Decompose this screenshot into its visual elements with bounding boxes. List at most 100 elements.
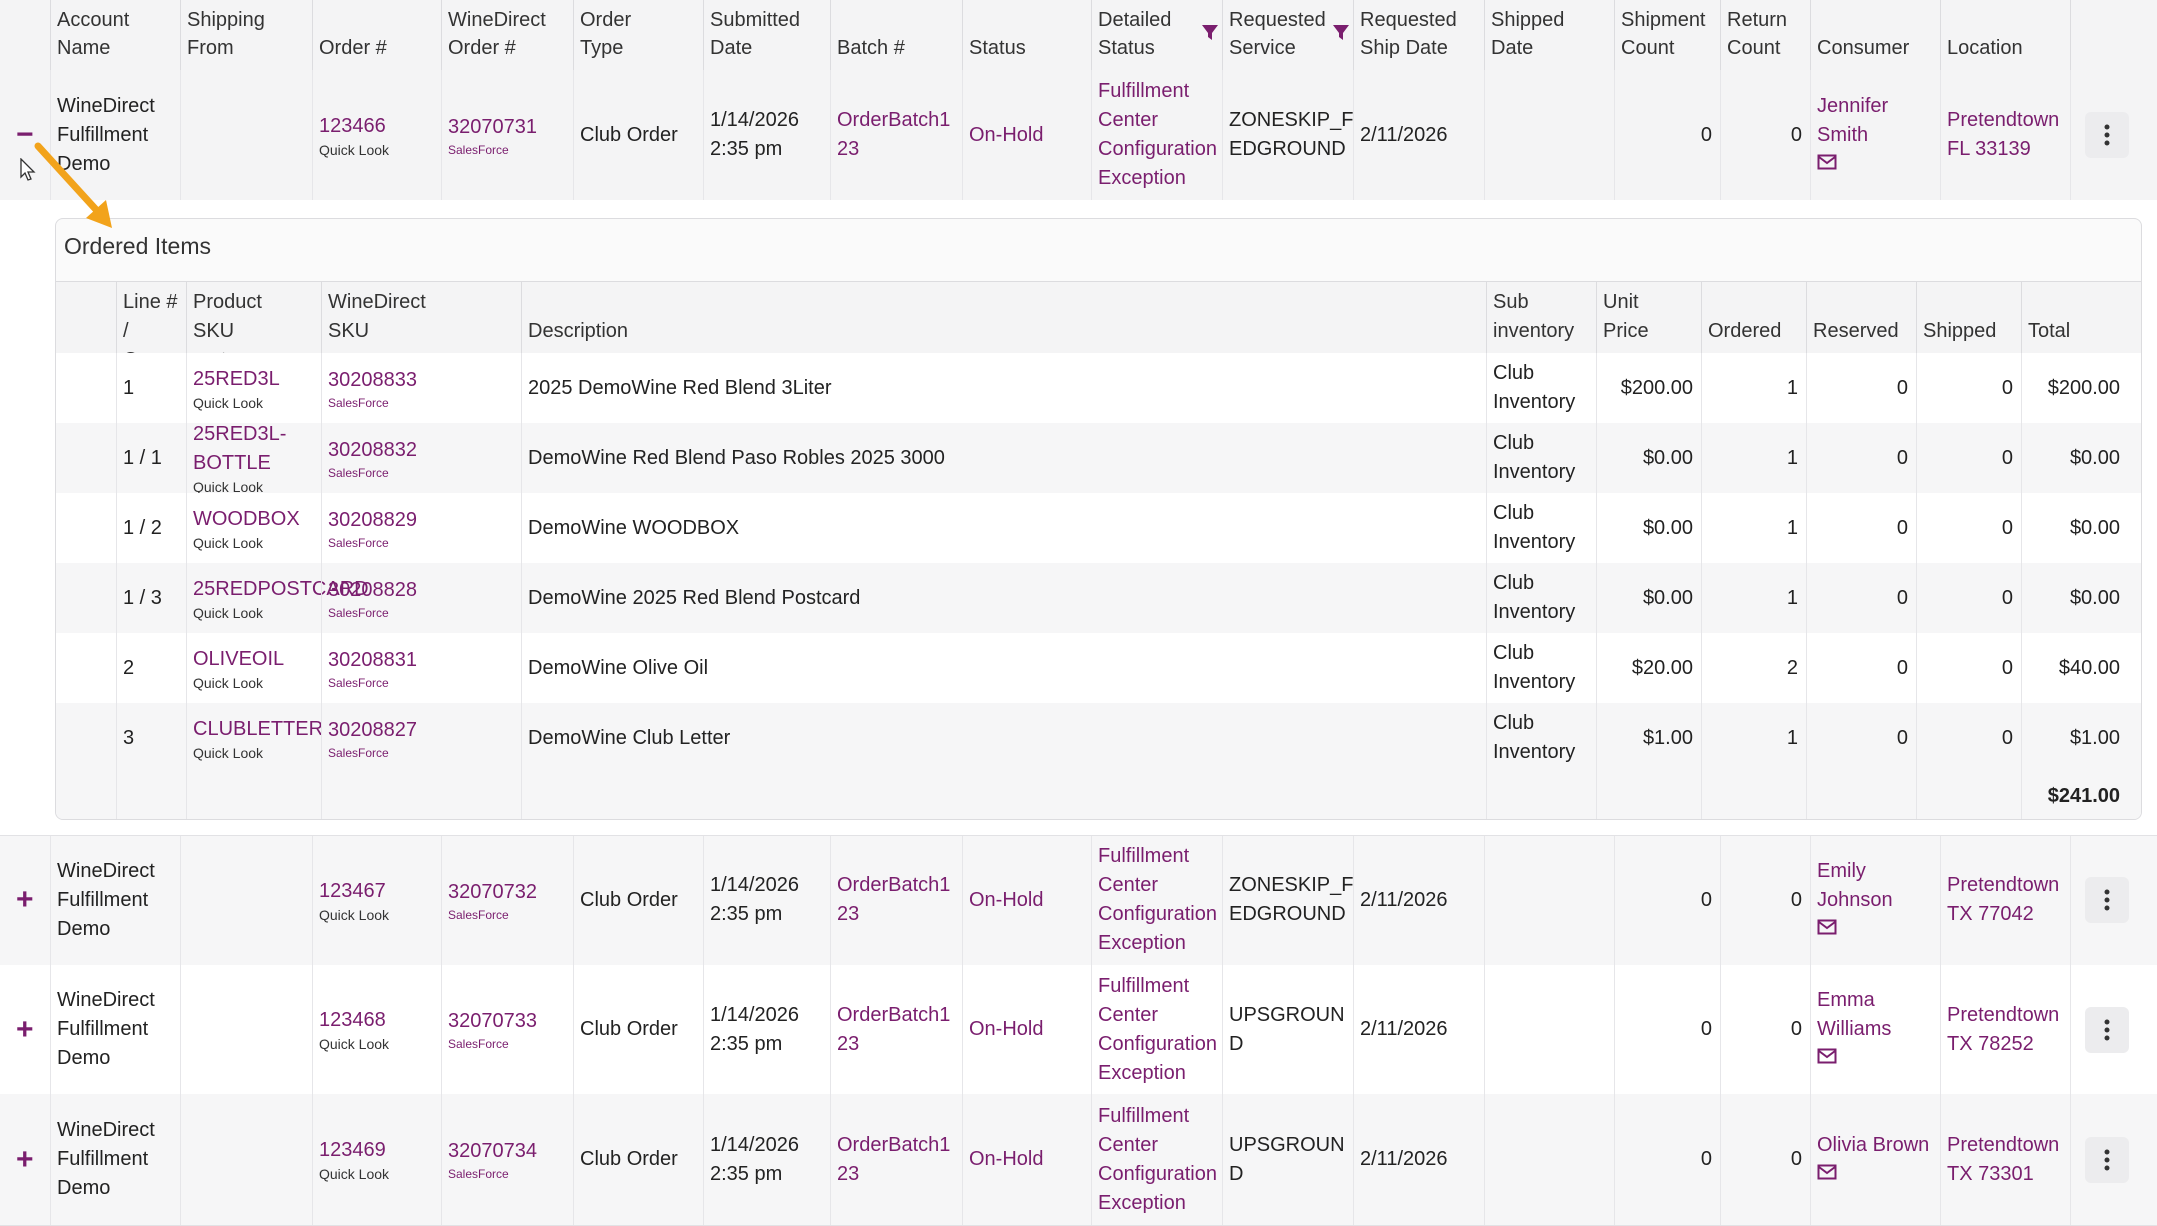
column-header-account-name[interactable]: Account Name [50, 0, 180, 70]
item-cell-product-sku[interactable]: 25RED3L-BOTTLE Quick Look [186, 423, 321, 495]
winedirect-sku-link[interactable]: 30208829 [328, 508, 417, 531]
cell-batch-number[interactable]: OrderBatch1 23 [830, 965, 962, 1094]
item-cell-winedirect-sku[interactable]: 30208827 SalesForce [321, 703, 521, 773]
quick-look-link[interactable]: Quick Look [319, 1036, 390, 1052]
detailed-status-line[interactable]: Center [1098, 1003, 1159, 1026]
location-line[interactable]: Pretendtown [1947, 1003, 2060, 1026]
cell-location[interactable]: Pretendtown TX 77042 [1940, 835, 2070, 965]
batch-link-line[interactable]: OrderBatch1 [837, 1133, 951, 1156]
cell-winedirect-order-number[interactable]: 32070733 SalesForce [441, 965, 573, 1094]
status-link[interactable]: On-Hold [969, 1148, 1044, 1170]
consumer-name-line[interactable]: Emma [1817, 989, 1875, 1011]
item-cell-winedirect-sku[interactable]: 30208832 SalesForce [321, 423, 521, 493]
cell-detailed-status[interactable]: Fulfillment Center Configuration Exception [1091, 70, 1222, 200]
salesforce-link[interactable]: SalesForce [448, 907, 509, 922]
detailed-status-line[interactable]: Center [1098, 1133, 1159, 1156]
detailed-status-line[interactable]: Center [1098, 109, 1159, 131]
item-cell-product-sku[interactable]: 25RED3L Quick Look [186, 353, 321, 423]
batch-link-line[interactable]: 23 [837, 1162, 860, 1185]
detailed-status-line[interactable]: Exception [1098, 167, 1186, 189]
detailed-status-line[interactable]: Exception [1098, 932, 1186, 954]
quick-look-link[interactable]: Quick Look [319, 1166, 390, 1182]
cell-winedirect-order-number[interactable]: 32070732 SalesForce [441, 835, 573, 965]
cell-order-number[interactable]: 123469 Quick Look [312, 1094, 441, 1225]
column-header-detailed-status[interactable]: Detailed Status [1091, 0, 1222, 70]
cell-detailed-status[interactable]: Fulfillment Center Configuration Exception [1091, 965, 1222, 1094]
column-header-shipped-date[interactable]: Shipped Date [1484, 0, 1614, 70]
cell-winedirect-order-number[interactable]: 32070731 SalesForce [441, 70, 573, 200]
batch-link-line[interactable]: OrderBatch1 [837, 109, 951, 131]
expand-plus-icon[interactable]: + [16, 1012, 34, 1046]
item-cell-product-sku[interactable]: WOODBOX Quick Look [186, 493, 321, 563]
detailed-status-line[interactable]: Fulfillment [1098, 845, 1190, 867]
item-cell-product-sku[interactable]: OLIVEOIL Quick Look [186, 633, 321, 703]
column-header-status[interactable]: Status [962, 0, 1091, 70]
consumer-name-line[interactable]: Emily [1817, 859, 1866, 882]
mail-icon[interactable] [1817, 1160, 1940, 1189]
kebab-menu-icon[interactable] [2085, 1136, 2129, 1183]
column-header-winedirect-order-number[interactable]: WineDirect Order # [441, 0, 573, 70]
item-cell-product-sku[interactable]: 25REDPOSTCARD Quick Look [186, 563, 369, 633]
cell-winedirect-order-number[interactable]: 32070734 SalesForce [441, 1094, 573, 1225]
cell-status[interactable]: On-Hold [962, 965, 1091, 1094]
cell-detailed-status[interactable]: Fulfillment Center Configuration Exception [1091, 835, 1222, 965]
item-cell-winedirect-sku[interactable]: 30208833 SalesForce [321, 353, 521, 423]
column-header-batch-number[interactable]: Batch # [830, 0, 962, 70]
detailed-status-line[interactable]: Exception [1098, 1061, 1186, 1084]
cell-order-number[interactable]: 123467 Quick Look [312, 835, 441, 965]
mail-icon[interactable] [1817, 150, 1940, 179]
salesforce-link[interactable]: SalesForce [448, 1167, 509, 1181]
location-line[interactable]: Pretendtown [1947, 1133, 2060, 1156]
consumer-name-line[interactable]: Olivia Brown [1817, 1133, 1930, 1156]
expand-plus-icon[interactable]: + [16, 1142, 34, 1176]
cell-consumer[interactable]: Emily Johnson [1810, 835, 1940, 965]
filter-funnel-icon[interactable] [1332, 24, 1350, 42]
detailed-status-line[interactable]: Fulfillment [1098, 974, 1190, 997]
product-sku-link[interactable]: OLIVEOIL [193, 647, 285, 670]
cell-consumer[interactable]: Emma Williams [1810, 965, 1940, 1094]
cell-order-number[interactable]: 123466 Quick Look [312, 70, 441, 200]
consumer-name-line[interactable]: Jennifer [1817, 94, 1889, 117]
quick-look-link[interactable]: Quick Look [193, 674, 264, 691]
items-column-header-product-sku[interactable]: Product SKU [186, 282, 321, 354]
cell-location[interactable]: Pretendtown FL 33139 [1940, 70, 2070, 200]
winedirect-sku-link[interactable]: 30208831 [328, 648, 417, 671]
items-column-header-ordered[interactable]: Ordered [1701, 282, 1806, 354]
cell-location[interactable]: Pretendtown TX 73301 [1940, 1094, 2070, 1225]
winedirect-order-link[interactable]: 32070732 [448, 880, 537, 903]
winedirect-order-link[interactable]: 32070734 [448, 1140, 537, 1162]
collapse-minus-icon[interactable]: − [16, 118, 34, 151]
items-column-header-unit-price[interactable]: Unit Price [1596, 282, 1701, 354]
consumer-name-line[interactable]: Williams [1817, 1018, 1892, 1040]
salesforce-link[interactable]: SalesForce [448, 1037, 509, 1051]
mail-icon[interactable] [1817, 915, 1940, 944]
items-column-header-total[interactable]: Total [2021, 282, 2128, 354]
column-header-requested-ship-date[interactable]: Requested Ship Date [1353, 0, 1484, 70]
items-column-header-winedirect-sku[interactable]: WineDirect SKU [321, 282, 521, 354]
cell-consumer[interactable]: Jennifer Smith [1810, 70, 1940, 200]
status-link[interactable]: On-Hold [969, 1018, 1044, 1040]
kebab-menu-icon[interactable] [2085, 112, 2129, 158]
batch-link-line[interactable]: 23 [837, 903, 860, 925]
location-line[interactable]: TX 73301 [1947, 1162, 2034, 1185]
winedirect-sku-link[interactable]: 30208833 [328, 368, 417, 391]
location-line[interactable]: FL 33139 [1947, 138, 2031, 160]
status-link[interactable]: On-Hold [969, 888, 1044, 911]
column-header-order-number[interactable]: Order # [312, 0, 441, 70]
quick-look-link[interactable]: Quick Look [193, 744, 264, 761]
winedirect-sku-link[interactable]: 30208827 [328, 718, 417, 741]
detailed-status-line[interactable]: Configuration [1098, 1162, 1217, 1185]
item-cell-winedirect-sku[interactable]: 30208831 SalesForce [321, 633, 521, 703]
items-column-header-shipped[interactable]: Shipped [1916, 282, 2021, 354]
item-cell-winedirect-sku[interactable]: 30208829 SalesForce [321, 493, 521, 563]
quick-look-link[interactable]: Quick Look [193, 604, 264, 621]
order-number-link[interactable]: 123466 [319, 114, 386, 137]
cell-batch-number[interactable]: OrderBatch1 23 [830, 1094, 962, 1225]
product-sku-link[interactable]: CLUBLETTER [193, 717, 324, 740]
item-cell-product-sku[interactable]: CLUBLETTER Quick Look [186, 703, 324, 773]
column-header-shipment-count[interactable]: Shipment Count [1614, 0, 1720, 70]
salesforce-link[interactable]: SalesForce [448, 142, 509, 157]
cell-batch-number[interactable]: OrderBatch1 23 [830, 70, 962, 200]
salesforce-link[interactable]: SalesForce [328, 675, 389, 690]
cell-consumer[interactable]: Olivia Brown [1810, 1094, 1940, 1225]
